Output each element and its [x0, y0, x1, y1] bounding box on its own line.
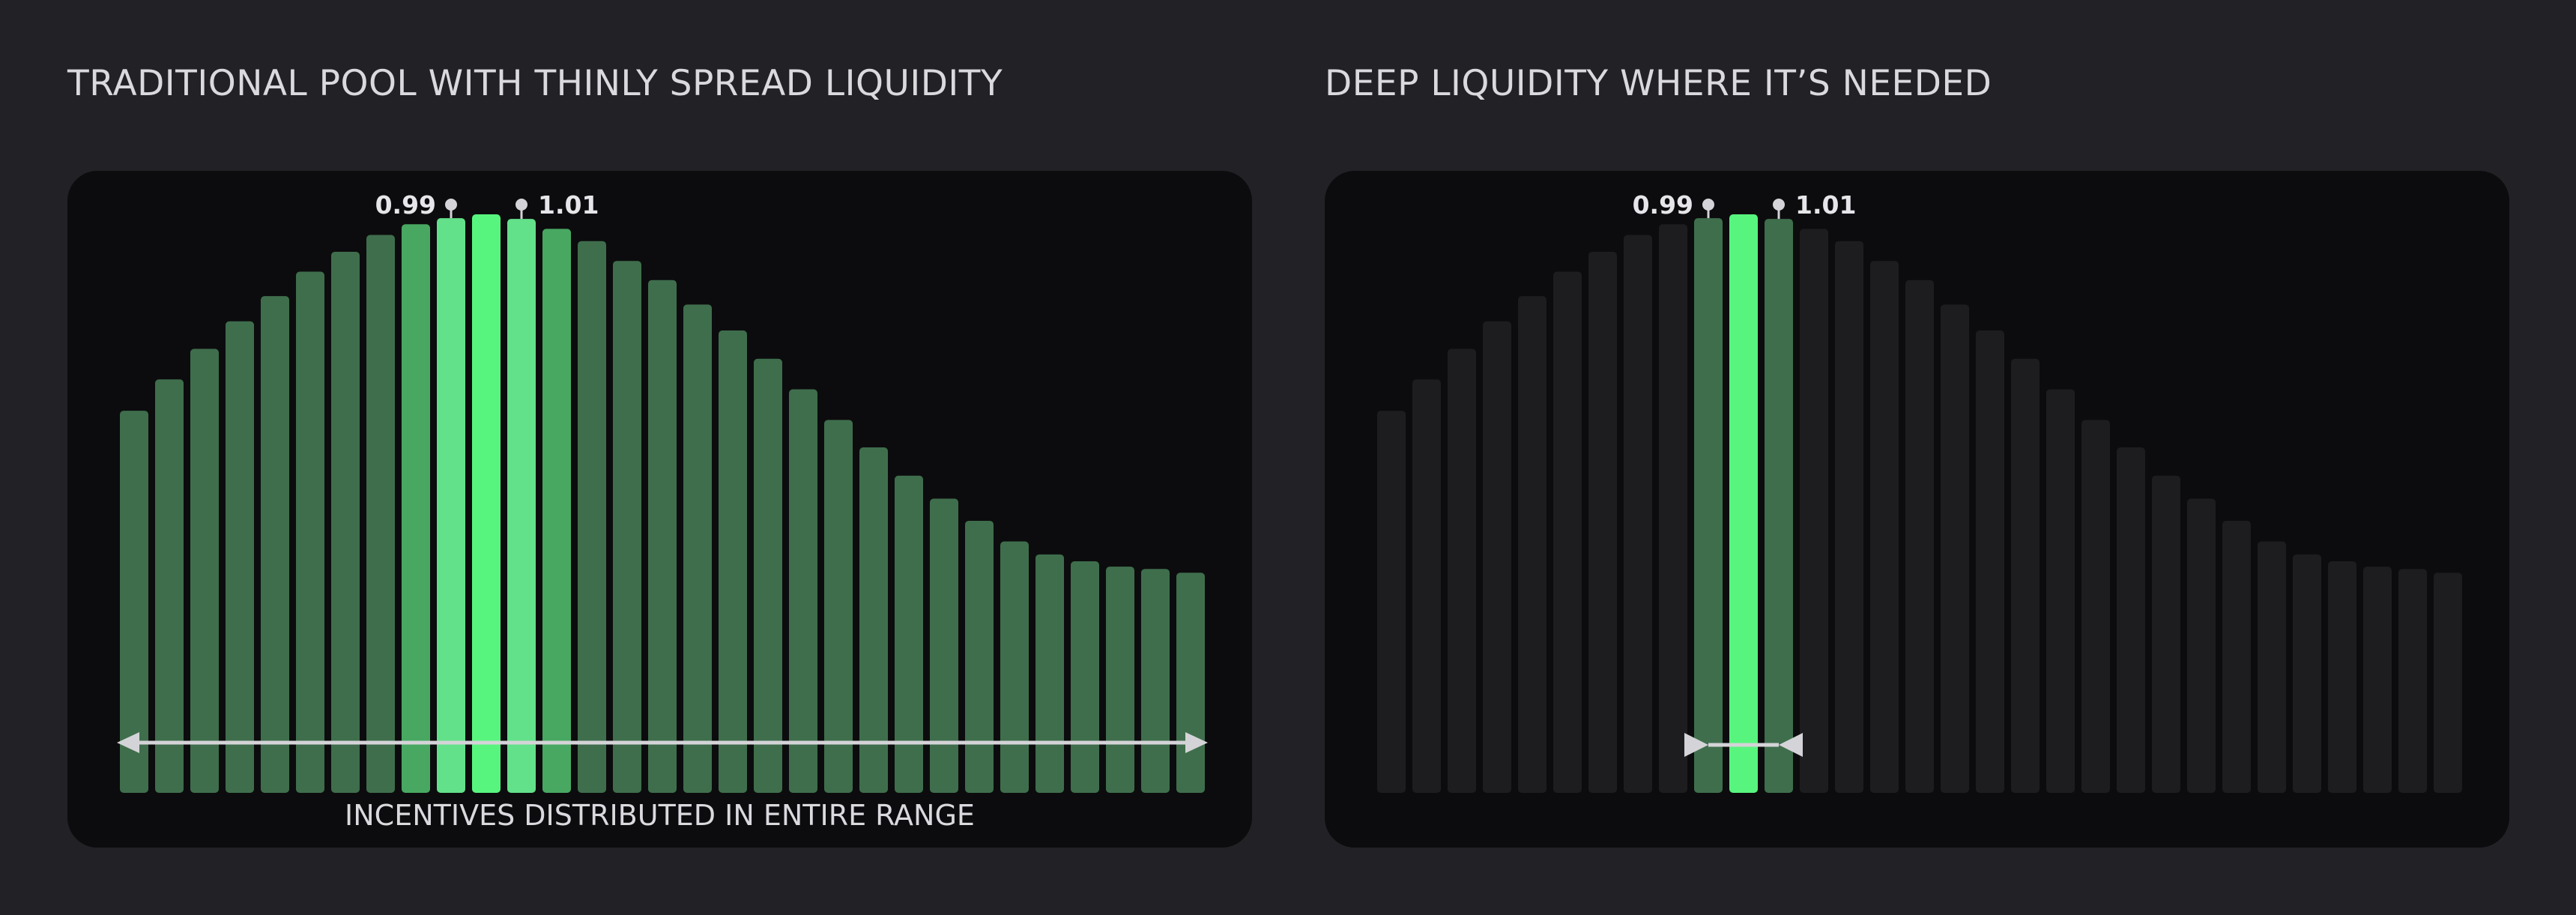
bar-3: [1483, 321, 1511, 793]
left-liquidity-bar-chart: 0.99 1.01: [117, 190, 1208, 794]
bar-21: [2117, 447, 2145, 793]
bar-3: [226, 321, 254, 793]
range-arrow-left-head: [117, 732, 139, 753]
bar-10: [1729, 214, 1758, 793]
range-caption: INCENTIVES DISTRIBUTED IN ENTIRE RANGE: [345, 799, 975, 832]
bar-29: [1141, 569, 1170, 793]
bar-30: [1176, 573, 1205, 793]
bar-30: [2434, 573, 2462, 793]
price-marker-dot-1: [515, 199, 527, 211]
bar-8: [402, 224, 430, 794]
bar-0: [1377, 411, 1406, 793]
bar-27: [1071, 561, 1099, 793]
bar-26: [1035, 554, 1064, 793]
bar-4: [1518, 296, 1546, 793]
bar-13: [1835, 241, 1863, 793]
bar-25: [1000, 541, 1029, 793]
price-marker-label-0: 0.99: [375, 190, 436, 220]
bar-7: [1624, 235, 1652, 793]
bar-22: [2152, 475, 2180, 793]
bar-4: [261, 296, 289, 793]
bar-11: [507, 219, 536, 793]
price-marker-dot-0: [445, 199, 457, 211]
bar-28: [2363, 567, 2392, 793]
bar-17: [719, 330, 747, 793]
bar-18: [754, 358, 782, 793]
bar-1: [1412, 379, 1441, 794]
bar-12: [1800, 229, 1828, 794]
range-arrow-left-head: [1684, 733, 1708, 757]
bar-9: [1694, 218, 1723, 793]
bar-24: [2222, 520, 2251, 793]
bar-15: [648, 280, 677, 793]
bar-9: [437, 218, 465, 793]
bar-24: [965, 520, 994, 793]
bar-14: [1870, 261, 1899, 793]
bar-16: [1941, 304, 1969, 793]
bar-23: [2187, 498, 2216, 793]
price-marker-dot-1: [1773, 199, 1785, 211]
bar-2: [190, 348, 219, 794]
bar-25: [2258, 541, 2286, 793]
left-panel-title: TRADITIONAL POOL WITH THINLY SPREAD LIQU…: [67, 63, 1003, 104]
bar-7: [366, 235, 395, 793]
price-marker-label-1: 1.01: [538, 190, 599, 220]
bar-20: [2081, 420, 2110, 793]
price-marker-label-1: 1.01: [1795, 190, 1856, 220]
right-panel-title: DEEP LIQUIDITY WHERE IT’S NEEDED: [1325, 63, 1992, 104]
bar-5: [296, 271, 324, 793]
bar-1: [155, 379, 184, 794]
bar-6: [331, 251, 360, 793]
bar-17: [1976, 330, 2004, 793]
bar-19: [789, 389, 817, 793]
range-arrow-right-head: [1779, 733, 1803, 757]
bar-11: [1765, 219, 1793, 793]
bar-19: [2046, 389, 2075, 793]
bar-0: [120, 411, 148, 793]
price-marker-dot-0: [1702, 199, 1714, 211]
right-liquidity-bar-chart: 0.99 1.01: [1377, 190, 2462, 794]
price-marker-label-0: 0.99: [1633, 190, 1693, 220]
bar-28: [1106, 567, 1134, 793]
bar-16: [683, 304, 712, 793]
bar-20: [824, 420, 853, 793]
bar-12: [542, 229, 571, 794]
bar-2: [1448, 348, 1476, 794]
bar-8: [1659, 224, 1687, 794]
bar-26: [2293, 554, 2321, 793]
left-chart-card: 0.99 1.01 INCENTIVES DISTRIBUTED IN ENTIR…: [67, 171, 1252, 848]
bar-10: [472, 214, 501, 793]
bar-29: [2398, 569, 2427, 793]
bar-21: [859, 447, 888, 793]
bar-13: [578, 241, 606, 793]
bar-23: [930, 498, 958, 793]
bar-27: [2328, 561, 2356, 793]
bar-18: [2011, 358, 2040, 793]
right-chart-card: 0.99 1.01: [1325, 171, 2509, 848]
bar-15: [1905, 280, 1934, 793]
bar-22: [895, 475, 923, 793]
bar-6: [1588, 251, 1617, 793]
range-arrow-right-head: [1185, 732, 1208, 753]
bar-5: [1553, 271, 1582, 793]
bar-14: [613, 261, 641, 793]
